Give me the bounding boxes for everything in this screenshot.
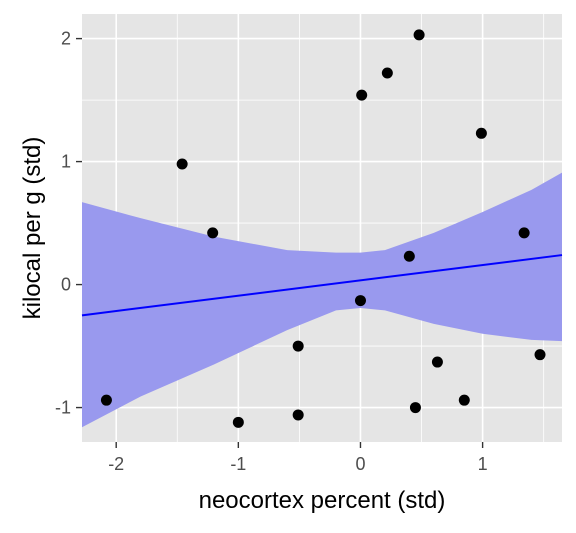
data-point	[293, 409, 304, 420]
data-point	[382, 68, 393, 79]
x-tick-label: 1	[478, 454, 488, 474]
data-point	[459, 395, 470, 406]
data-point	[432, 357, 443, 368]
data-point	[410, 402, 421, 413]
x-tick-label: -1	[230, 454, 246, 474]
y-tick-label: -1	[55, 398, 71, 418]
y-tick-label: 2	[61, 29, 71, 49]
data-point	[177, 159, 188, 170]
y-tick-label: 0	[61, 275, 71, 295]
y-tick-label: 1	[61, 152, 71, 172]
data-point	[519, 227, 530, 238]
data-point	[293, 341, 304, 352]
x-tick-label: 0	[355, 454, 365, 474]
data-point	[404, 251, 415, 262]
data-point	[233, 417, 244, 428]
data-point	[535, 349, 546, 360]
data-point	[207, 227, 218, 238]
data-point	[356, 90, 367, 101]
data-point	[101, 395, 112, 406]
data-point	[355, 295, 366, 306]
x-axis-title: neocortex percent (std)	[199, 487, 446, 514]
y-axis-title: kilocal per g (std)	[19, 137, 46, 320]
x-tick-label: -2	[108, 454, 124, 474]
data-point	[414, 29, 425, 40]
data-point	[476, 128, 487, 139]
